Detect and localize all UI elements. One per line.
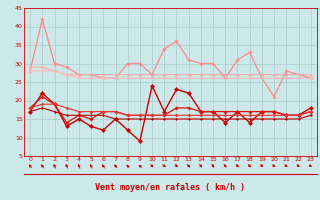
Text: Vent moyen/en rafales ( km/h ): Vent moyen/en rafales ( km/h ) (95, 184, 245, 192)
